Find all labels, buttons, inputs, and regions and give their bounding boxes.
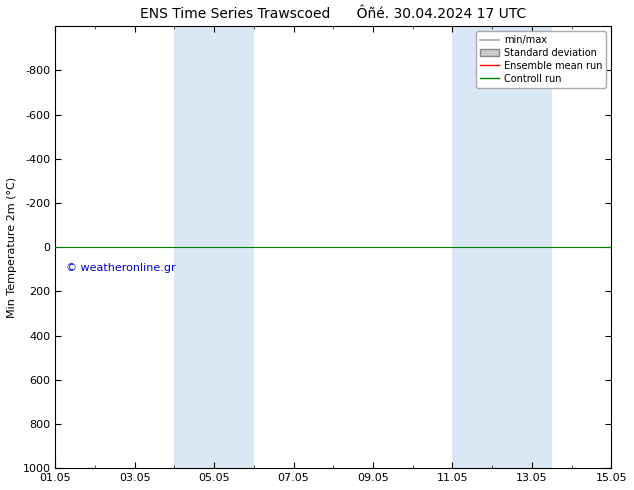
Text: © weatheronline.gr: © weatheronline.gr <box>67 263 176 273</box>
Legend: min/max, Standard deviation, Ensemble mean run, Controll run: min/max, Standard deviation, Ensemble me… <box>476 31 606 88</box>
Bar <box>174 26 254 468</box>
Y-axis label: Min Temperature 2m (°C): Min Temperature 2m (°C) <box>7 177 17 318</box>
Bar <box>453 26 552 468</box>
Title: ENS Time Series Trawscoed      Ôñé. 30.04.2024 17 UTC: ENS Time Series Trawscoed Ôñé. 30.04.202… <box>140 7 526 21</box>
